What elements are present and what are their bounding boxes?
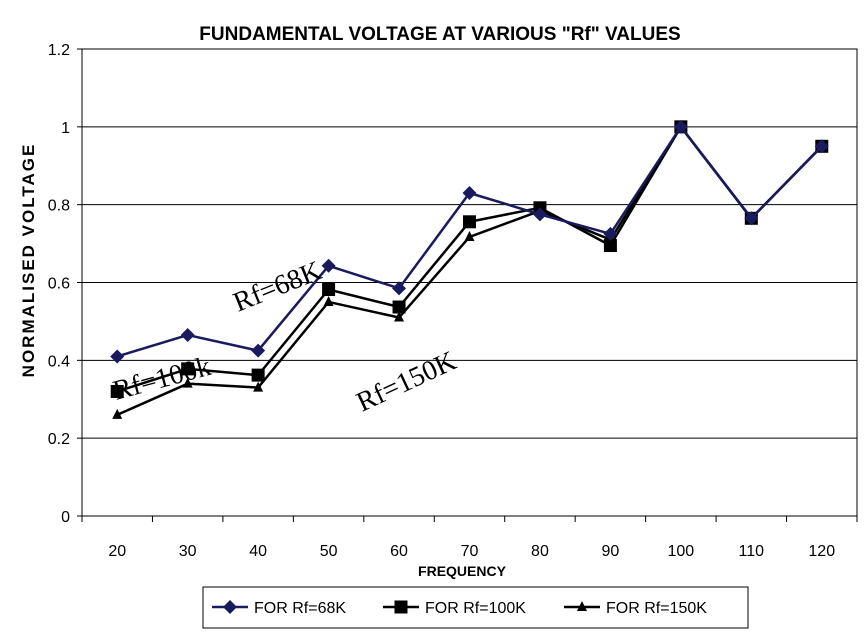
- series-for-rf-100k: [110, 120, 829, 398]
- x-tick-label: 20: [108, 543, 126, 560]
- data-point: [181, 362, 195, 376]
- legend-marker-square-icon: [394, 600, 408, 614]
- y-tick-label: 0.8: [48, 198, 70, 215]
- legend-item: FOR Rf=100K: [383, 600, 526, 617]
- data-point: [251, 343, 266, 358]
- x-tick-label: 80: [531, 543, 549, 560]
- data-point: [394, 311, 405, 322]
- data-point: [110, 349, 125, 364]
- legend-marker-diamond-icon: [223, 600, 237, 614]
- data-point: [251, 368, 265, 382]
- y-tick-label: 1: [61, 120, 70, 137]
- x-tick-label: 90: [602, 543, 620, 560]
- data-point: [253, 381, 264, 392]
- series-for-rf-68k: [110, 119, 829, 364]
- data-point: [603, 239, 617, 253]
- y-tick-label: 0: [61, 509, 70, 526]
- x-tick-label: 60: [390, 543, 408, 560]
- annotation-rf150k: Rf=150K: [352, 345, 461, 418]
- x-tick-label: 70: [461, 543, 479, 560]
- data-point: [673, 119, 688, 134]
- legend-label: FOR Rf=68K: [254, 600, 346, 617]
- legend: FOR Rf=68K FOR Rf=100K FOR Rf=150K: [202, 586, 749, 629]
- data-point: [180, 328, 195, 343]
- chart-title: FUNDAMENTAL VOLTAGE AT VARIOUS "Rf" VALU…: [199, 24, 680, 45]
- series-group: [110, 119, 829, 419]
- data-point: [321, 258, 336, 273]
- legend-item: FOR Rf=68K: [212, 600, 346, 617]
- x-tick-label: 40: [249, 543, 267, 560]
- x-tick-label: 100: [668, 543, 695, 560]
- y-tick-labels: 0 0.2 0.4 0.6 0.8 1 1.2: [48, 42, 70, 526]
- series-line: [116, 124, 823, 393]
- y-axis-label: NORMALISED VOLTAGE: [19, 143, 38, 378]
- data-point: [392, 281, 407, 296]
- series-line: [116, 124, 823, 358]
- data-point: [322, 283, 336, 297]
- data-point: [392, 300, 406, 314]
- legend-label: FOR Rf=100K: [425, 600, 526, 617]
- data-point: [182, 377, 193, 388]
- data-point: [814, 139, 829, 154]
- x-tick-label: 50: [320, 543, 338, 560]
- legend-marker-triangle-icon: [577, 601, 587, 611]
- data-point: [464, 230, 475, 241]
- legend-item: FOR Rf=150K: [564, 600, 707, 617]
- data-point: [603, 226, 618, 241]
- x-axis-label: FREQUENCY: [418, 563, 507, 579]
- data-point: [532, 207, 547, 222]
- annotation-rf100k: Rf=100k: [110, 351, 214, 407]
- x-tick-labels: 20 30 40 50 60 70 80 90 100 110 120: [108, 543, 835, 560]
- data-point: [110, 384, 124, 398]
- x-tick-label: 110: [739, 543, 765, 560]
- data-point: [744, 211, 759, 226]
- data-point: [112, 408, 123, 419]
- gridlines: [77, 48, 858, 522]
- y-tick-label: 0.6: [48, 276, 70, 293]
- x-tick-label: 30: [179, 543, 197, 560]
- data-point: [462, 185, 477, 200]
- series-for-rf-150k: [112, 120, 827, 419]
- data-point: [463, 215, 476, 229]
- y-tick-label: 0.4: [48, 353, 70, 370]
- legend-label: FOR Rf=150K: [606, 600, 707, 617]
- y-tick-label: 0.2: [48, 431, 70, 448]
- data-point: [323, 295, 334, 306]
- y-tick-label: 1.2: [48, 42, 70, 59]
- x-tick-label: 120: [808, 543, 835, 560]
